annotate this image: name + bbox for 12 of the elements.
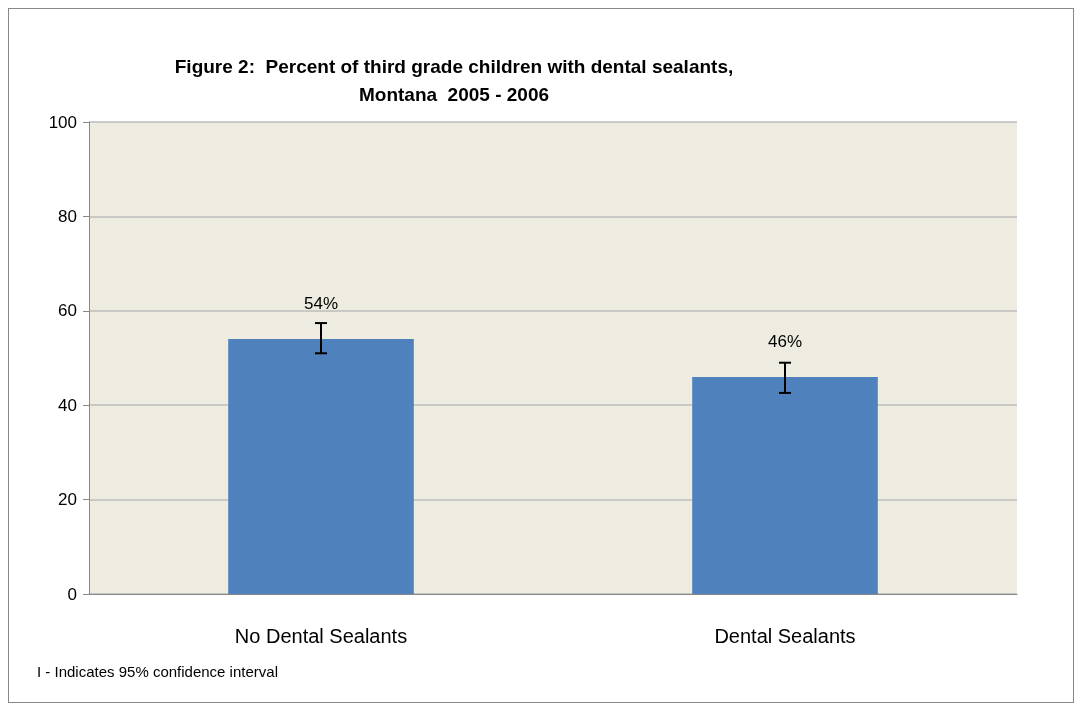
x-tick-label: Dental Sealants bbox=[714, 625, 856, 647]
y-tick-label: 80 bbox=[58, 206, 77, 226]
y-tick-label: 60 bbox=[58, 301, 77, 321]
data-label: 46% bbox=[767, 331, 803, 351]
y-tick-label: 0 bbox=[67, 584, 77, 604]
x-tick-label: No Dental Sealants bbox=[234, 625, 408, 647]
y-tick-label: 100 bbox=[48, 112, 77, 132]
y-tick-label: 20 bbox=[58, 490, 77, 510]
chart-title: Figure 2: Percent of third grade children with dental sealants, Montana 2005 - 2006 bbox=[174, 55, 734, 105]
data-label: 54% bbox=[303, 294, 339, 314]
text: I - Indicates 95% confidence interval bbox=[37, 663, 278, 680]
y-tick-label: 40 bbox=[58, 395, 77, 415]
